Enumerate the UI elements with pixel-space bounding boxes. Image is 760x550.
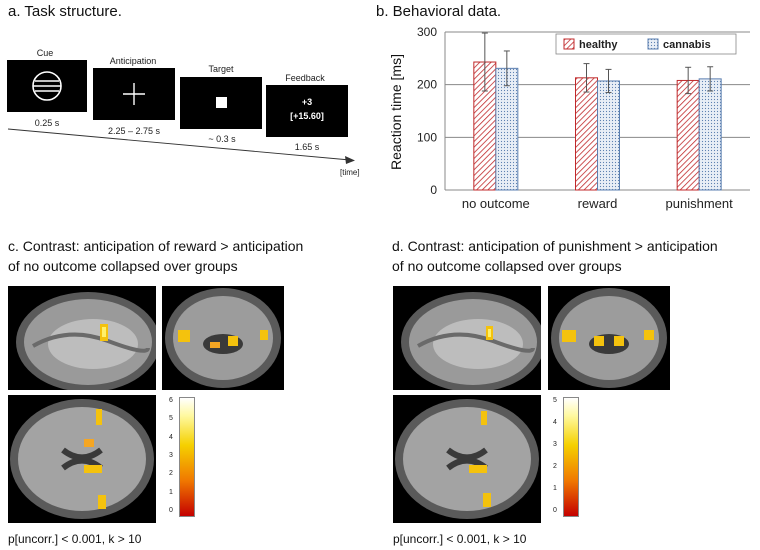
colorbar-tick-label: 0 — [553, 507, 557, 514]
panel-d-title-line1: d. Contrast: anticipation of punishment … — [392, 238, 718, 254]
x-tick-label: reward — [578, 196, 618, 211]
bar-cannabis — [698, 78, 722, 191]
reaction-time-chart: 0 100 200 300 no outcome reward punishment Re… — [388, 25, 750, 211]
colorbar-tick-label: 4 — [169, 433, 173, 441]
colorbar-tick-label: 4 — [553, 419, 557, 426]
cue-symbol-icon — [32, 71, 62, 101]
colorbar-tick-label: 5 — [169, 415, 173, 423]
legend-swatch-healthy — [563, 38, 575, 50]
colorbar-tick-label: 6 — [169, 397, 173, 404]
time-axis-arrow — [7, 128, 355, 164]
colorbar-tick-label: 0 — [169, 507, 173, 514]
colorbar-tick-label: 3 — [553, 441, 557, 448]
target-square-icon — [216, 97, 227, 108]
legend-swatch-cannabis — [647, 38, 659, 50]
y-tick-label: 300 — [417, 25, 437, 39]
colorbar-d: 5 4 3 2 1 0 — [549, 397, 599, 519]
colorbar-tick-label: 5 — [553, 397, 557, 404]
cue-duration: 0.25 s — [34, 118, 60, 128]
bar-cannabis — [597, 80, 620, 191]
target-screen — [180, 77, 262, 129]
panel-a-title: a. Task structure. — [8, 3, 122, 20]
target-label: Target — [208, 64, 234, 74]
axial-brain-slice-d — [393, 395, 541, 523]
colorbar-tick-label: 2 — [553, 463, 557, 470]
panel-d-title-line2: of no outcome collapsed over groups — [392, 258, 622, 274]
x-tick-label: punishment — [666, 196, 734, 211]
anticipation-label: Anticipation — [109, 56, 157, 66]
sagittal-brain-slice-c — [8, 286, 156, 390]
panel-c-footnote: p[uncorr.] < 0.001, k > 10 — [8, 532, 142, 546]
panel-c-title-line1: c. Contrast: anticipation of reward > an… — [8, 238, 304, 254]
panel-c-title-line2: of no outcome collapsed over groups — [8, 258, 238, 274]
bar-cannabis — [495, 67, 519, 191]
colorbar-tick-label: 1 — [553, 485, 557, 492]
time-label: [time] — [340, 168, 360, 177]
feedback-screen: +3 [+15.60] — [266, 85, 348, 137]
colorbar-c: 6 5 4 3 2 1 0 — [165, 397, 215, 519]
sagittal-brain-slice-d — [393, 286, 541, 390]
coronal-brain-slice-c — [162, 286, 284, 390]
y-tick-label: 200 — [417, 78, 437, 92]
feedback-label: Feedback — [285, 73, 325, 83]
legend-box — [555, 33, 737, 55]
panel-d-footnote: p[uncorr.] < 0.001, k > 10 — [393, 532, 527, 546]
anticipation-duration: 2.25 – 2.75 s — [107, 126, 161, 136]
feedback-duration: 1.65 s — [294, 142, 320, 152]
x-tick-label: no outcome — [462, 196, 530, 211]
feedback-total: [+15.60] — [290, 111, 324, 121]
anticipation-screen — [93, 68, 175, 120]
cue-label: Cue — [36, 48, 54, 58]
coronal-brain-slice-d — [548, 286, 670, 390]
bar-healthy — [575, 77, 598, 191]
y-tick-label: 0 — [430, 183, 437, 197]
feedback-points: +3 — [301, 97, 313, 107]
y-tick-label: 100 — [417, 130, 437, 144]
target-duration: ~ 0.3 s — [208, 134, 236, 144]
cue-screen — [7, 60, 87, 112]
panel-b-title: b. Behavioral data. — [376, 3, 502, 20]
colorbar-tick-label: 3 — [169, 452, 173, 459]
colorbar-tick-label: 1 — [169, 488, 173, 496]
fixation-cross-icon — [123, 83, 145, 105]
legend-label-healthy: healthy — [579, 39, 618, 51]
colorbar-d-gradient — [563, 397, 579, 517]
colorbar-tick-label: 2 — [169, 470, 173, 478]
axial-brain-slice-c — [8, 395, 156, 523]
legend-label-cannabis: cannabis — [663, 39, 711, 51]
y-axis-label: Reaction time [ms] — [388, 54, 404, 170]
colorbar-c-gradient — [179, 397, 195, 517]
bar-healthy — [676, 79, 700, 191]
